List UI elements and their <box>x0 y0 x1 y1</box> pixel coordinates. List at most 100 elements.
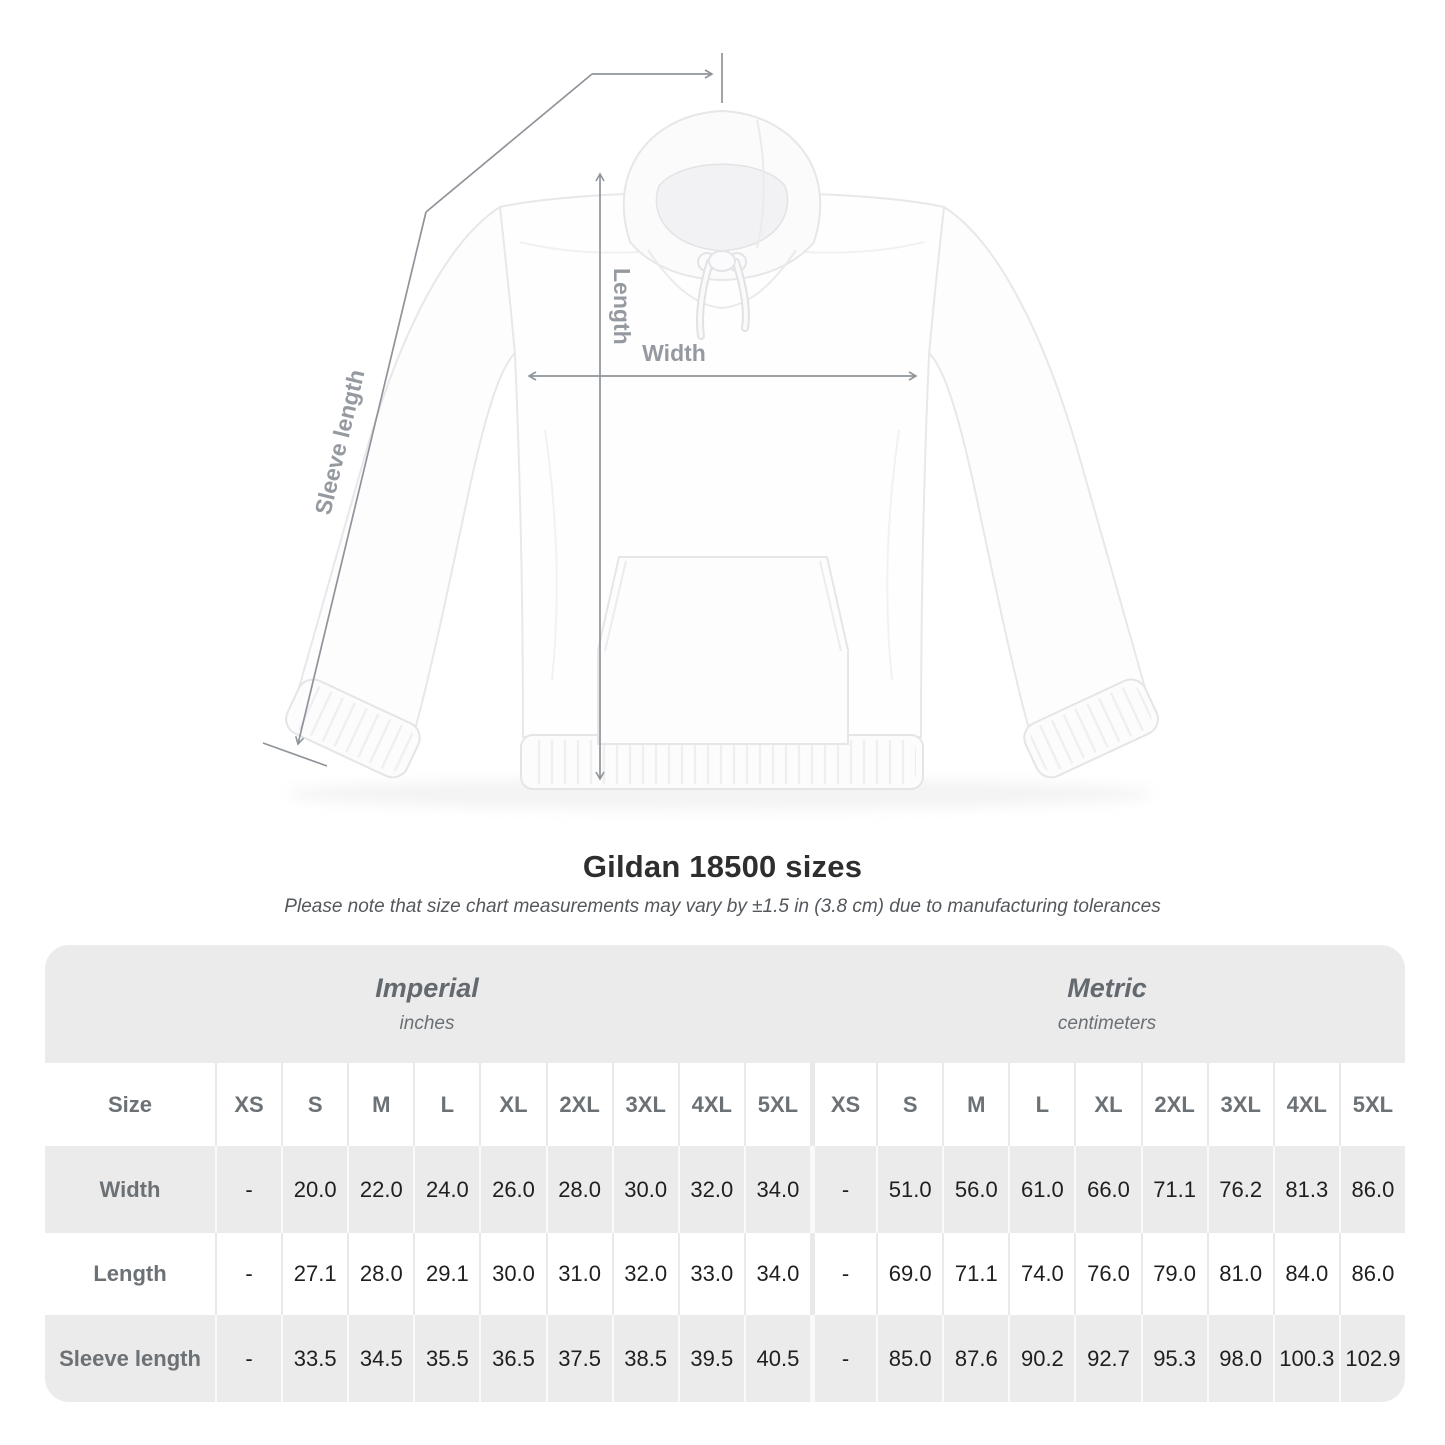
value-cell: 33.5 <box>281 1315 348 1402</box>
value-cell: 100.3 <box>1272 1315 1339 1402</box>
value-cell: 71.1 <box>1140 1146 1207 1233</box>
value-cell: - <box>215 1233 282 1315</box>
value-cell: 86.0 <box>1338 1233 1405 1315</box>
hoodie-shadow <box>285 779 1155 809</box>
unit-section-band: Imperial inches Metric centimeters <box>45 945 1405 1063</box>
tolerance-note: Please note that size chart measurements… <box>284 896 1161 917</box>
value-cell: 85.0 <box>876 1315 943 1402</box>
value-cell: 51.0 <box>876 1146 943 1233</box>
width-row: Width - 20.0 22.0 24.0 26.0 28.0 30.0 32… <box>45 1146 1405 1233</box>
hoodie-sleeves <box>285 205 1159 779</box>
hoodie-pocket <box>597 556 849 745</box>
metric-unit: centimeters <box>1057 1013 1157 1034</box>
value-cell: 84.0 <box>1272 1233 1339 1315</box>
size-header-cell: S <box>281 1063 348 1146</box>
value-cell: 33.0 <box>677 1233 744 1315</box>
size-header-cell: 3XL <box>1206 1063 1273 1146</box>
value-cell: 98.0 <box>1206 1315 1273 1402</box>
length-row: Length - 27.1 28.0 29.1 30.0 31.0 32.0 3… <box>45 1233 1405 1315</box>
value-cell: - <box>215 1146 282 1233</box>
width-label: Width <box>642 340 706 366</box>
value-cell: 32.0 <box>611 1233 678 1315</box>
value-cell: 32.0 <box>677 1146 744 1233</box>
hoodie-size-diagram: Width Length Sleeve length <box>262 53 1159 809</box>
value-cell: 74.0 <box>1008 1233 1075 1315</box>
size-header-cell: 5XL <box>743 1063 810 1146</box>
imperial-unit: inches <box>399 1013 455 1034</box>
value-cell: 79.0 <box>1140 1233 1207 1315</box>
row-label: Width <box>45 1146 215 1233</box>
imperial-title: Imperial <box>375 973 479 1003</box>
size-header-cell: XL <box>1074 1063 1141 1146</box>
size-header-cell: 2XL <box>545 1063 612 1146</box>
value-cell: 56.0 <box>942 1146 1009 1233</box>
size-header-cell: 5XL <box>1338 1063 1405 1146</box>
row-label: Sleeve length <box>45 1315 215 1402</box>
right-cuff <box>1023 678 1159 779</box>
value-cell: 87.6 <box>942 1315 1009 1402</box>
value-cell: 86.0 <box>1338 1146 1405 1233</box>
size-header-cell: XS <box>215 1063 282 1146</box>
value-cell: 37.5 <box>545 1315 612 1402</box>
value-cell: 66.0 <box>1074 1146 1141 1233</box>
left-cuff <box>285 678 421 779</box>
value-cell: 92.7 <box>1074 1315 1141 1402</box>
value-cell: 40.5 <box>743 1315 810 1402</box>
value-cell: 61.0 <box>1008 1146 1075 1233</box>
size-header-cell: S <box>876 1063 943 1146</box>
size-header-cell: 4XL <box>1272 1063 1339 1146</box>
size-header-cell: M <box>347 1063 414 1146</box>
size-table: Imperial inches Metric centimeters Size … <box>45 945 1405 1402</box>
sleeve-cuff-tick <box>262 742 328 767</box>
size-header-cell: 3XL <box>611 1063 678 1146</box>
value-cell: 81.0 <box>1206 1233 1273 1315</box>
value-cell: 34.0 <box>743 1233 810 1315</box>
value-cell: 28.0 <box>347 1233 414 1315</box>
length-label: Length <box>609 268 635 345</box>
value-cell: 38.5 <box>611 1315 678 1402</box>
row-label: Length <box>45 1233 215 1315</box>
value-cell: 28.0 <box>545 1146 612 1233</box>
value-cell: - <box>215 1315 282 1402</box>
sleeve-length-row: Sleeve length - 33.5 34.5 35.5 36.5 37.5… <box>45 1315 1405 1402</box>
value-cell: 81.3 <box>1272 1146 1339 1233</box>
value-cell: 76.0 <box>1074 1233 1141 1315</box>
value-cell: 102.9 <box>1338 1315 1405 1402</box>
size-header-cell: XL <box>479 1063 546 1146</box>
value-cell: 24.0 <box>413 1146 480 1233</box>
hoodie-drawstrings <box>696 250 750 340</box>
hoodie-hood <box>622 109 822 310</box>
size-column-header: Size <box>45 1063 215 1146</box>
value-cell: 30.0 <box>479 1233 546 1315</box>
value-cell: - <box>810 1233 877 1315</box>
value-cell: 69.0 <box>876 1233 943 1315</box>
value-cell: 22.0 <box>347 1146 414 1233</box>
size-header-cell: XS <box>810 1063 877 1146</box>
value-cell: 35.5 <box>413 1315 480 1402</box>
size-header-cell: 4XL <box>677 1063 744 1146</box>
value-cell: 20.0 <box>281 1146 348 1233</box>
hoodie-illustration: Width Length Sleeve length <box>262 53 1159 809</box>
value-cell: 27.1 <box>281 1233 348 1315</box>
value-cell: 31.0 <box>545 1233 612 1315</box>
value-cell: 90.2 <box>1008 1315 1075 1402</box>
value-cell: - <box>810 1315 877 1402</box>
value-cell: 34.5 <box>347 1315 414 1402</box>
sleeve-measure-upper <box>425 73 593 213</box>
measurement-lines <box>262 53 918 781</box>
metric-section-header: Metric centimeters <box>809 945 1405 1063</box>
value-cell: 34.0 <box>743 1146 810 1233</box>
hoodie-hem <box>520 734 924 790</box>
value-cell: 29.1 <box>413 1233 480 1315</box>
imperial-section-header: Imperial inches <box>45 945 809 1063</box>
size-header-cell: 2XL <box>1140 1063 1207 1146</box>
value-cell: 30.0 <box>611 1146 678 1233</box>
size-header-cell: L <box>413 1063 480 1146</box>
value-cell: 26.0 <box>479 1146 546 1233</box>
sleeve-measure-lower <box>294 211 427 746</box>
size-header-cell: M <box>942 1063 1009 1146</box>
value-cell: 76.2 <box>1206 1146 1273 1233</box>
value-cell: - <box>810 1146 877 1233</box>
size-header-cell: L <box>1008 1063 1075 1146</box>
size-header-row: Size XS S M L XL 2XL 3XL 4XL 5XL XS S M … <box>45 1063 1405 1146</box>
